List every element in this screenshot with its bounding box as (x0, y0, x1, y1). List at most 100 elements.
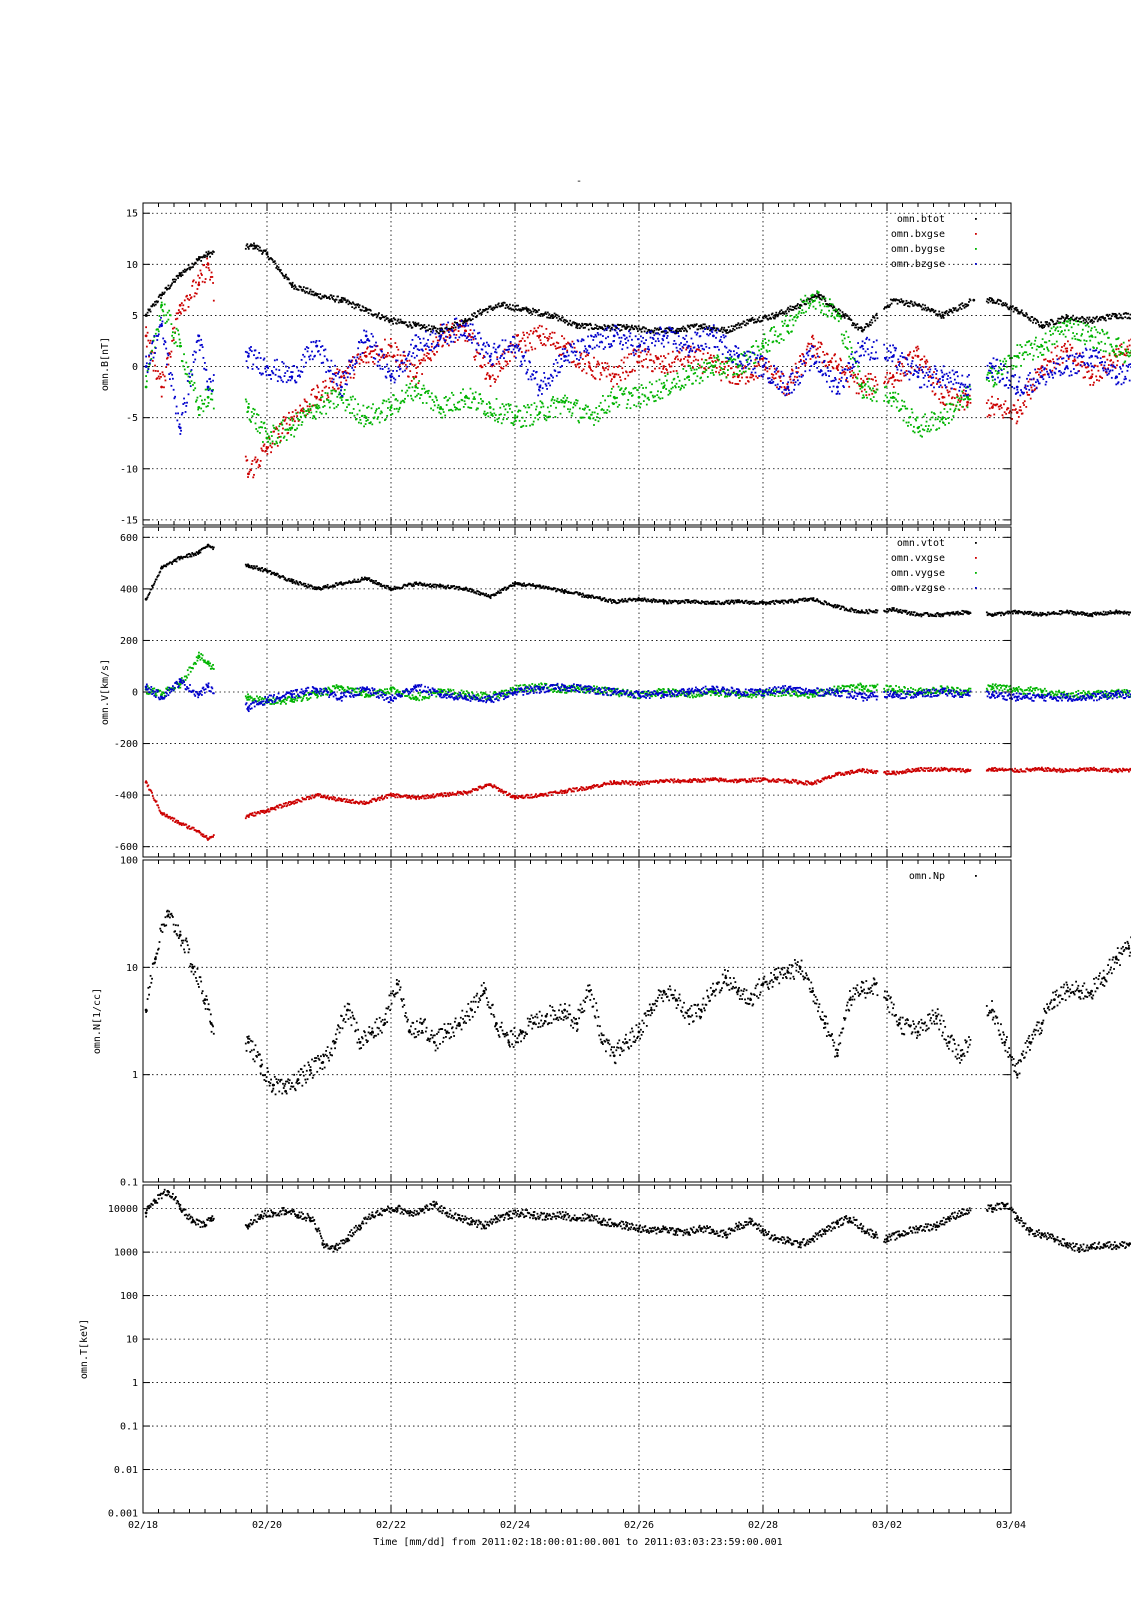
data-point (563, 344, 566, 348)
data-point (268, 438, 271, 441)
data-point (969, 401, 972, 404)
data-point (475, 408, 478, 411)
data-point (825, 364, 828, 367)
data-point (908, 305, 911, 308)
data-point (895, 372, 898, 374)
data-point (712, 374, 715, 376)
data-point (585, 372, 588, 375)
data-point (1122, 352, 1124, 354)
data-point (634, 369, 636, 372)
data-point (520, 351, 523, 353)
data-point (302, 286, 305, 289)
data-point (840, 315, 843, 318)
data-point (1032, 358, 1034, 361)
data-point (302, 288, 304, 291)
data-point (761, 319, 764, 322)
data-point (704, 358, 707, 361)
data-point (544, 311, 547, 314)
data-point (910, 366, 913, 369)
data-point (1043, 348, 1046, 351)
data-point (655, 356, 658, 359)
data-point (378, 407, 380, 410)
data-point (1005, 304, 1008, 307)
data-point (866, 380, 869, 383)
data-point (337, 393, 340, 396)
data-point (915, 349, 918, 352)
data-point (743, 320, 746, 323)
data-point (357, 306, 360, 309)
data-point (1018, 312, 1021, 315)
data-point (656, 358, 659, 361)
data-point (985, 300, 988, 303)
data-point (1049, 334, 1052, 336)
data-point (387, 398, 390, 401)
data-point (261, 426, 264, 429)
data-point (834, 317, 836, 320)
data-point (316, 403, 319, 406)
data-point (576, 327, 579, 330)
data-point (196, 396, 199, 399)
data-point (1110, 317, 1112, 320)
data-point (924, 362, 927, 365)
data-point (592, 375, 595, 378)
data-point (605, 412, 608, 414)
data-point (422, 384, 425, 387)
data-point (1061, 330, 1063, 333)
data-point (511, 308, 514, 311)
data-point (828, 364, 830, 366)
data-point (1122, 341, 1125, 344)
data-point (485, 413, 488, 415)
data-point (675, 382, 678, 385)
data-point (918, 367, 921, 370)
data-point (733, 375, 736, 378)
data-point (436, 350, 438, 353)
data-point (1114, 353, 1117, 355)
data-point (619, 323, 622, 326)
data-point (567, 400, 570, 403)
data-point (765, 349, 768, 352)
data-point (578, 327, 581, 330)
data-point (199, 395, 202, 397)
data-point (772, 373, 775, 376)
data-point (315, 293, 318, 297)
data-point (1052, 361, 1055, 363)
data-point (863, 384, 866, 387)
data-point (812, 305, 815, 308)
data-point (527, 308, 530, 310)
data-point (464, 319, 467, 322)
data-point (316, 384, 319, 387)
data-point (917, 347, 920, 350)
data-point (177, 309, 180, 311)
data-point (361, 305, 364, 308)
data-point (204, 388, 207, 391)
data-point (873, 385, 876, 387)
data-point (379, 348, 382, 351)
data-point (756, 320, 758, 323)
data-point (247, 246, 249, 249)
data-point (180, 302, 183, 305)
data-point (174, 278, 177, 281)
data-point (251, 244, 254, 247)
data-point (648, 330, 651, 332)
data-point (424, 326, 426, 329)
data-point (575, 402, 578, 405)
data-point (910, 372, 912, 375)
data-point (346, 367, 349, 369)
data-point (1050, 327, 1053, 330)
data-point (187, 375, 190, 378)
data-point (425, 325, 428, 328)
data-point (202, 410, 205, 413)
data-point (285, 439, 288, 441)
data-point (520, 308, 523, 311)
data-point (747, 358, 749, 361)
data-point (689, 327, 691, 330)
data-point (1059, 326, 1062, 328)
data-point (385, 354, 388, 356)
data-point (406, 360, 409, 362)
data-point (840, 317, 842, 320)
data-point (619, 376, 621, 379)
data-point (337, 301, 340, 304)
data-point (452, 394, 455, 396)
data-point (410, 397, 413, 400)
data-point (1041, 338, 1044, 341)
